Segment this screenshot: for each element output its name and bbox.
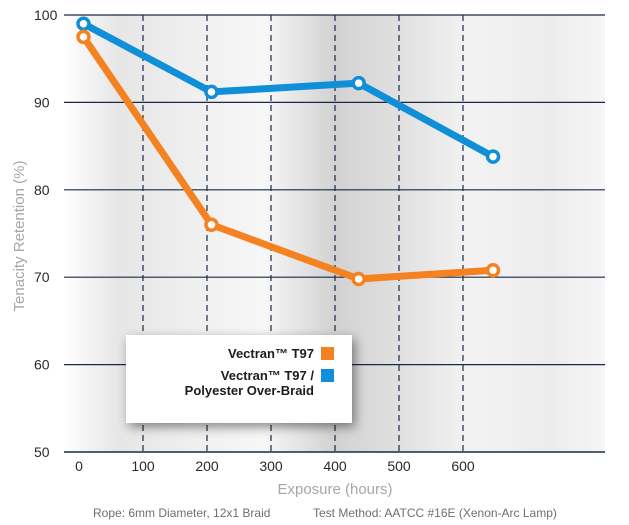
x-tick-label-0: 0 [75, 458, 83, 474]
footnote-test-method: Test Method: AATCC #16E (Xenon-Arc Lamp) [313, 506, 557, 520]
y-tick-label-60: 60 [34, 357, 50, 373]
y-tick-label-90: 90 [34, 94, 50, 110]
data-point-vectran-polyester-3 [485, 149, 501, 164]
legend-item-vectran-polyester: Vectran™ T97 / Polyester Over-Braid [185, 368, 334, 398]
x-tick-label-200: 200 [195, 458, 219, 474]
legend-item-vectran-t97: Vectran™ T97 [228, 346, 334, 361]
data-point-vectran-t97-2 [351, 271, 366, 287]
chart: 50 60 70 80 90 100 0 100 200 300 400 500 600 Exposu… [11, 7, 605, 498]
legend-swatch-blue [321, 369, 334, 382]
footnote-rope: Rope: 6mm Diameter, 12x1 Braid [93, 506, 271, 520]
x-axis-title: Exposure (hours) [277, 481, 392, 498]
data-point-vectran-polyester-2 [351, 75, 366, 91]
series-line-vectran-polyester [79, 20, 497, 161]
legend-label-vectran-t97: Vectran™ T97 [228, 346, 314, 361]
legend-swatch-orange [321, 347, 334, 360]
data-point-vectran-t97-1 [204, 217, 219, 233]
data-point-vectran-polyester-0 [76, 16, 91, 31]
x-tick-label-500: 500 [387, 458, 411, 474]
y-axis-title: Tenacity Retention (%) [11, 161, 28, 312]
x-tick-label-600: 600 [451, 458, 475, 474]
legend: Vectran™ T97 Vectran™ T97 / Polyester Ov… [126, 335, 352, 423]
x-tick-label-300: 300 [259, 458, 283, 474]
y-tick-label-50: 50 [34, 444, 50, 460]
legend-label-vectran-polyester: Vectran™ T97 / Polyester Over-Braid [184, 368, 314, 398]
x-tick-label-100: 100 [131, 458, 155, 474]
data-point-vectran-polyester-1 [204, 84, 219, 100]
y-tick-label-100: 100 [34, 7, 58, 23]
y-tick-label-70: 70 [34, 269, 50, 285]
y-tick-label-80: 80 [34, 182, 50, 198]
data-point-vectran-t97-0 [76, 29, 91, 45]
data-point-vectran-t97-3 [485, 262, 501, 278]
series-line-vectran-t97 [79, 33, 497, 283]
x-tick-label-400: 400 [323, 458, 347, 474]
